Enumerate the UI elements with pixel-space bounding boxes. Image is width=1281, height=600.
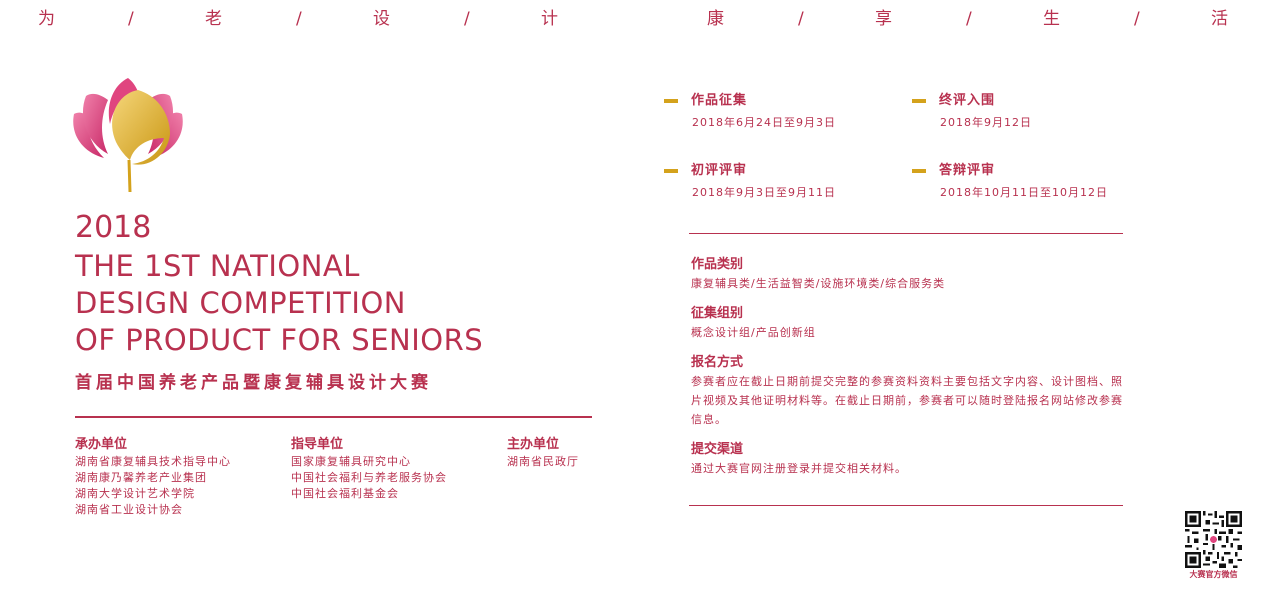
info-text: 通过大赛官网注册登录并提交相关材料。	[691, 462, 907, 475]
info-text: 概念设计组/产品创新组	[691, 326, 816, 339]
organizer-item: 湖南省工业设计协会	[75, 503, 183, 516]
info-section-group: 征集组别 概念设计组/产品创新组	[691, 305, 1131, 342]
slogan-divider: /	[1134, 9, 1140, 29]
slogan-char: 生	[1043, 9, 1060, 29]
slogan-char: 为	[38, 9, 55, 29]
schedule-item: 初评评审 2018年9月3日至9月11日	[664, 162, 836, 200]
organizer-item: 湖南大学设计艺术学院	[75, 487, 195, 500]
slogan-divider: /	[966, 9, 972, 29]
english-title-line: OF PRODUCT FOR SENIORS	[75, 323, 484, 357]
organizer-column-guiding: 指导单位 国家康复辅具研究中心 中国社会福利与养老服务协会 中国社会福利基金会	[291, 436, 447, 502]
schedule-item: 作品征集 2018年6月24日至9月3日	[664, 92, 836, 130]
slogan-char: 康	[707, 9, 724, 29]
gold-dash-icon	[912, 169, 926, 173]
schedule-date: 2018年9月12日	[940, 116, 1032, 129]
slogan-char: 老	[205, 9, 222, 29]
gold-dash-icon	[912, 99, 926, 103]
info-heading: 提交渠道	[691, 442, 744, 457]
organizer-item: 中国社会福利基金会	[291, 487, 399, 500]
info-heading: 报名方式	[691, 355, 744, 370]
organizer-item: 湖南省民政厅	[507, 455, 579, 468]
competition-year: 2018	[75, 210, 152, 245]
slogan-bar: 为 / 老 / 设 / 计 康 / 享 / 生 / 活	[0, 8, 1281, 32]
organizer-heading: 主办单位	[507, 437, 560, 452]
qr-code-icon[interactable]	[1185, 511, 1242, 568]
schedule-date: 2018年10月11日至10月12日	[940, 186, 1108, 199]
organizer-item: 中国社会福利与养老服务协会	[291, 471, 447, 484]
schedule: 作品征集 2018年6月24日至9月3日 终评入围 2018年9月12日 初评评…	[664, 92, 1134, 222]
gold-dash-icon	[664, 99, 678, 103]
divider-line	[689, 233, 1123, 234]
info-text: 参赛者应在截止日期前提交完整的参赛资料资料主要包括文字内容、设计图档、照片视频及…	[691, 375, 1123, 426]
organizer-item: 国家康复辅具研究中心	[291, 455, 411, 468]
slogan-divider: /	[798, 9, 804, 29]
slogan-divider: /	[128, 9, 134, 29]
english-title-line: DESIGN COMPETITION	[75, 286, 406, 320]
info-text: 康复辅具类/生活益智类/设施环境类/综合服务类	[691, 277, 946, 290]
slogan-char: 享	[875, 9, 892, 29]
organizer-item: 湖南康乃馨养老产业集团	[75, 471, 207, 484]
organizer-item: 湖南省康复辅具技术指导中心	[75, 455, 231, 468]
slogan-char: 活	[1211, 9, 1228, 29]
slogan-divider: /	[296, 9, 302, 29]
info-heading: 征集组别	[691, 306, 744, 321]
chinese-title: 首届中国养老产品暨康复辅具设计大赛	[75, 373, 432, 393]
organizer-heading: 指导单位	[291, 437, 344, 452]
divider-line	[75, 416, 592, 418]
schedule-heading: 答辩评审	[939, 163, 996, 178]
info-section-registration: 报名方式 参赛者应在截止日期前提交完整的参赛资料资料主要包括文字内容、设计图档、…	[691, 354, 1131, 429]
english-title-line: THE 1ST NATIONAL	[75, 249, 360, 283]
organizer-column-undertaking: 承办单位 湖南省康复辅具技术指导中心 湖南康乃馨养老产业集团 湖南大学设计艺术学…	[75, 436, 231, 518]
english-title: THE 1ST NATIONAL DESIGN COMPETITION OF P…	[75, 248, 605, 359]
schedule-heading: 作品征集	[691, 93, 748, 108]
organizer-heading: 承办单位	[75, 437, 128, 452]
schedule-item: 终评入围 2018年9月12日	[912, 92, 1032, 130]
slogan-char: 计	[541, 9, 558, 29]
schedule-date: 2018年6月24日至9月3日	[692, 116, 836, 129]
qr-code-label: 大赛官方微信	[1189, 570, 1238, 579]
info-heading: 作品类别	[691, 257, 744, 272]
info-section-submission: 提交渠道 通过大赛官网注册登录并提交相关材料。	[691, 441, 1131, 478]
gold-dash-icon	[664, 169, 678, 173]
schedule-date: 2018年9月3日至9月11日	[692, 186, 836, 199]
slogan-divider: /	[464, 9, 470, 29]
slogan-char: 设	[373, 9, 390, 29]
schedule-heading: 初评评审	[691, 163, 748, 178]
lotus-logo-icon	[73, 78, 183, 193]
schedule-item: 答辩评审 2018年10月11日至10月12日	[912, 162, 1108, 200]
organizer-column-hosting: 主办单位 湖南省民政厅	[507, 436, 579, 470]
info-section-category: 作品类别 康复辅具类/生活益智类/设施环境类/综合服务类	[691, 256, 1131, 293]
divider-line	[689, 505, 1123, 506]
schedule-heading: 终评入围	[939, 93, 996, 108]
competition-info: 作品类别 康复辅具类/生活益智类/设施环境类/综合服务类 征集组别 概念设计组/…	[691, 256, 1131, 490]
